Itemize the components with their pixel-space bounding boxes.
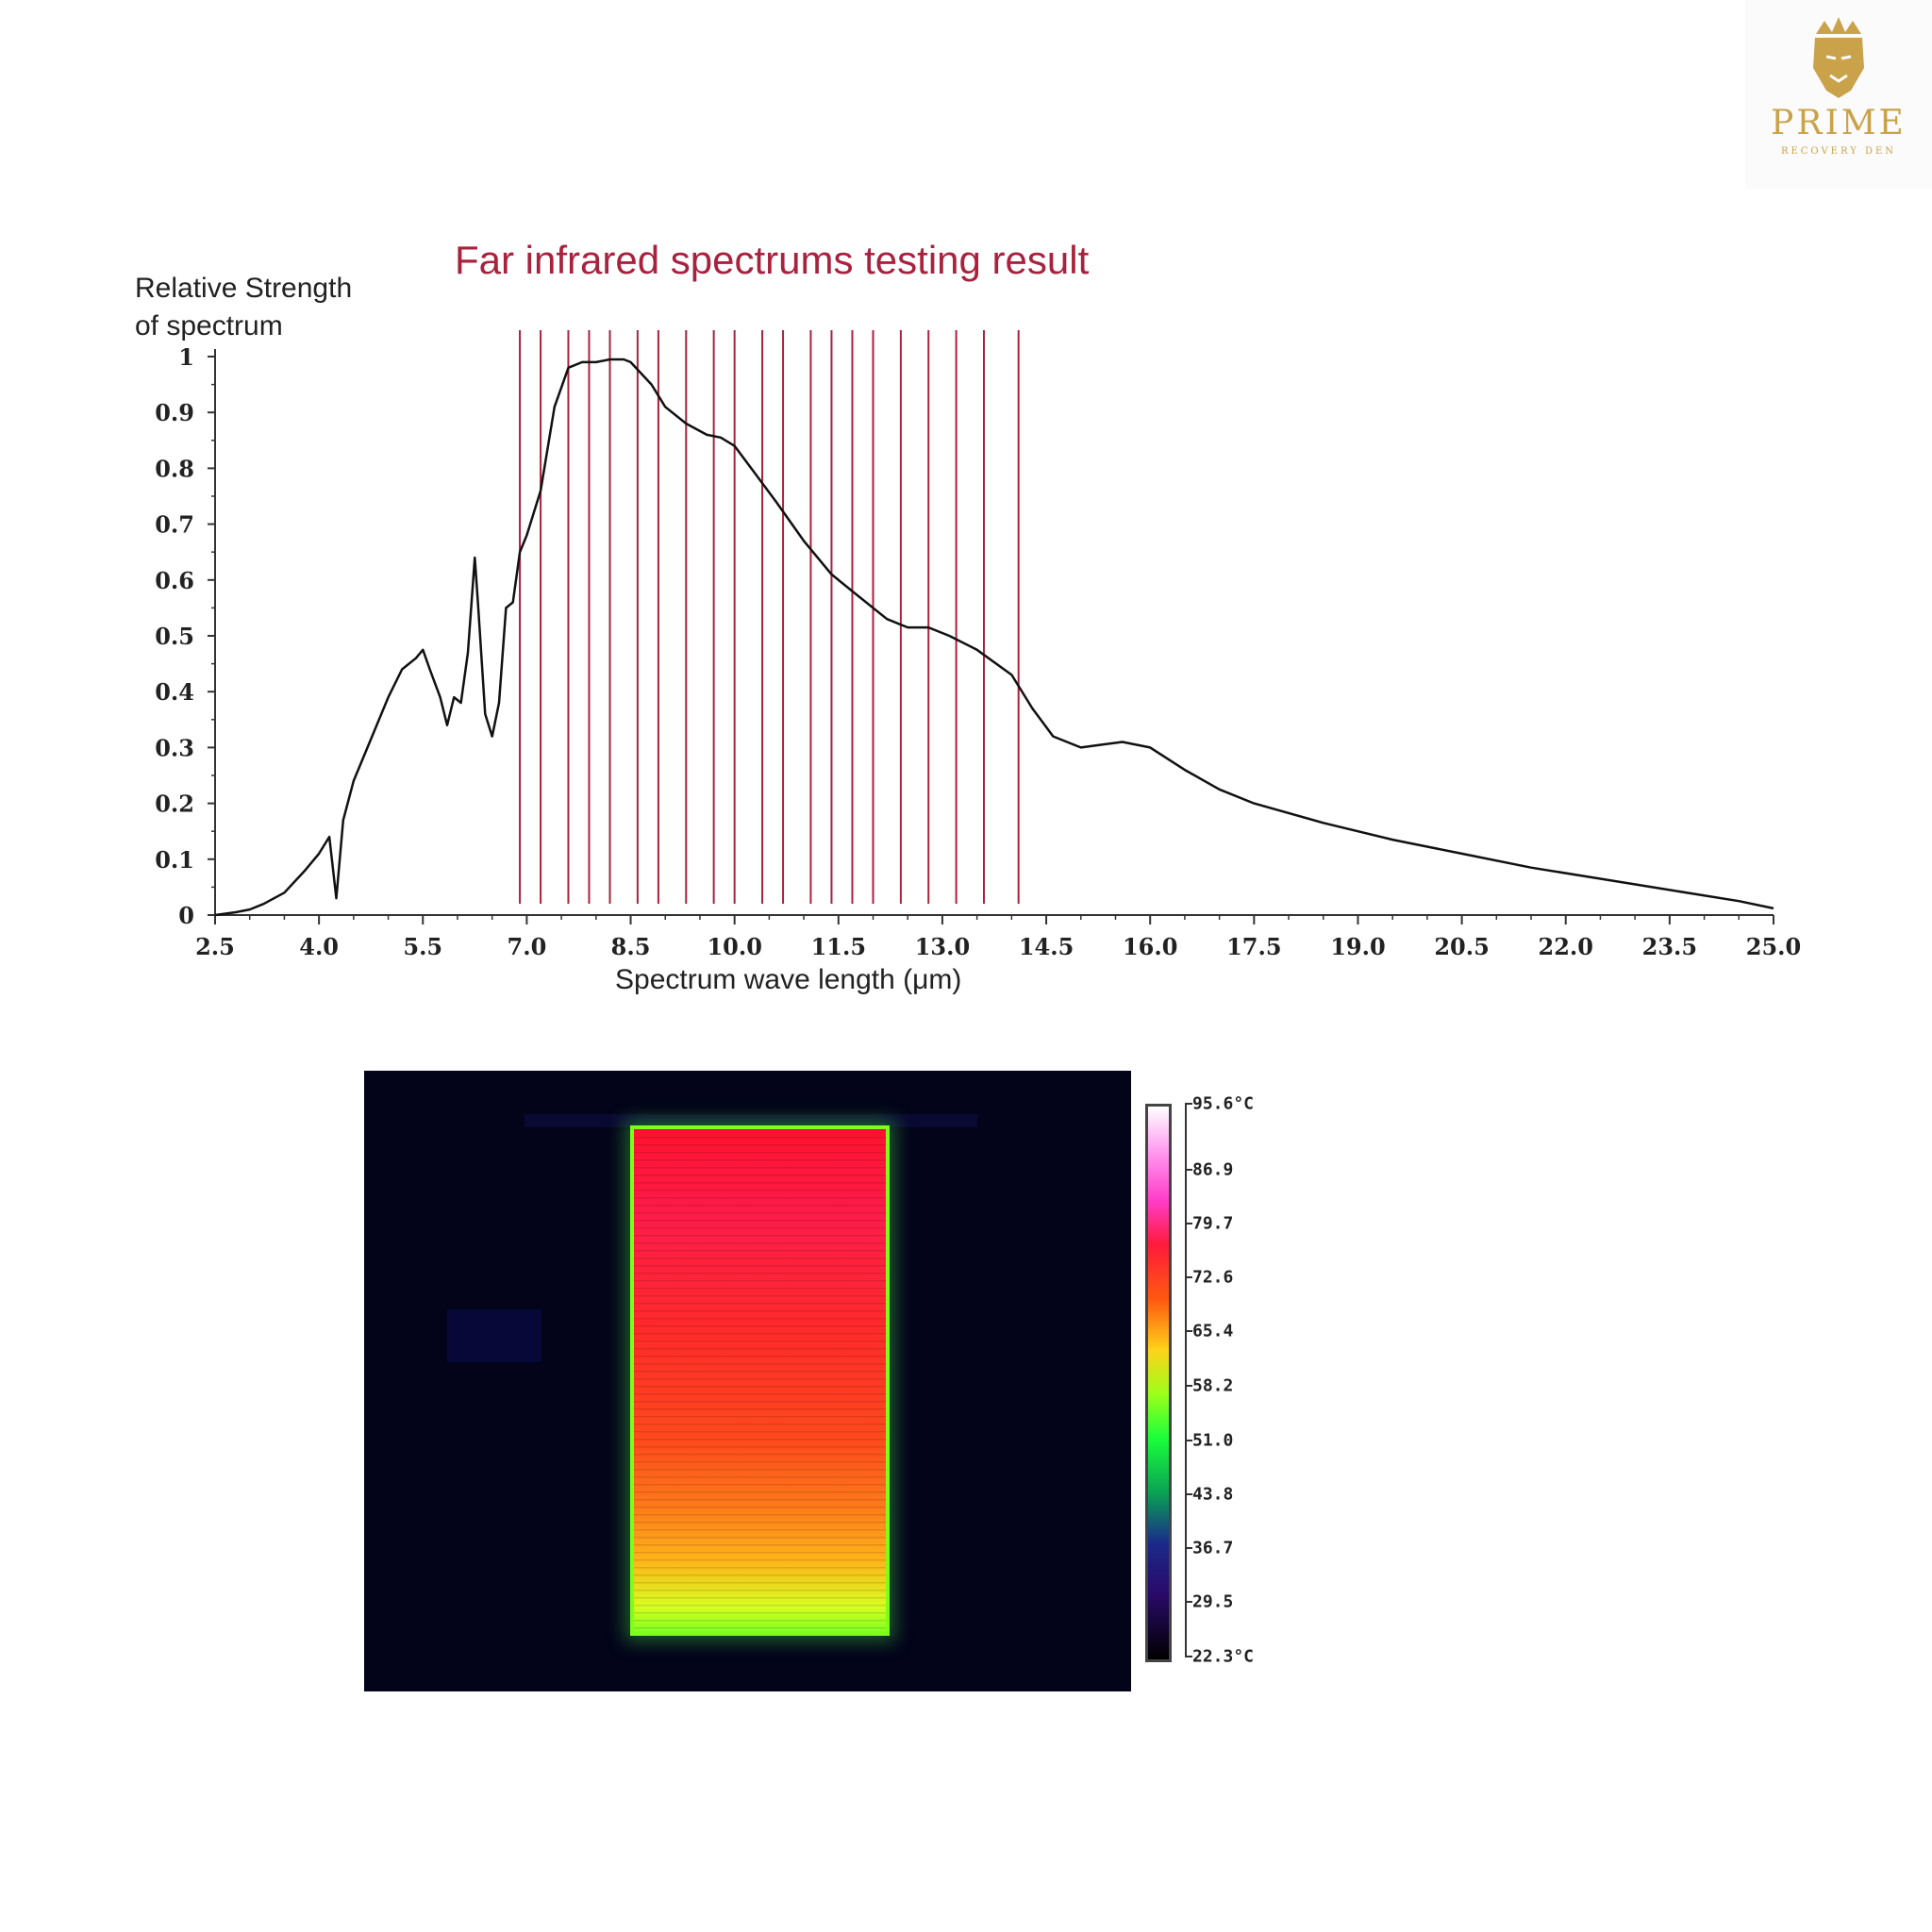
- colorbar-tick-label: 65.4: [1192, 1321, 1234, 1341]
- y-tick-label: 1: [178, 343, 194, 371]
- colorbar-tick-label: 36.7: [1192, 1538, 1234, 1558]
- thermal-background-shadow: [447, 1309, 541, 1362]
- colorbar-tick: [1185, 1439, 1192, 1441]
- colorbar-tick-label: 51.0: [1192, 1430, 1234, 1451]
- colorbar-tick: [1185, 1168, 1192, 1171]
- y-tick-label: 0: [178, 902, 194, 929]
- x-tick-label: 13.0: [915, 933, 970, 960]
- colorbar-tick: [1185, 1656, 1192, 1657]
- chart-title: Far infrared spectrums testing result: [455, 238, 1090, 282]
- x-tick-label: 7.0: [508, 933, 547, 960]
- colorbar-tick-label: 95.6°C: [1192, 1093, 1255, 1114]
- spectrum-line: [214, 358, 1774, 917]
- y-tick-label: 0.4: [155, 678, 194, 706]
- colorbar-tick: [1185, 1223, 1192, 1225]
- y-tick-label: 0.1: [155, 846, 194, 874]
- spectrum-chart: 0 0.1 0.2 0.3 0.4 0.5 0.6 0.7 0.8 0.9 1 2.5 4.0 5.5 7.…: [155, 330, 1801, 960]
- heated-panel: [630, 1125, 890, 1636]
- temperature-colorbar: [1145, 1104, 1172, 1662]
- x-tick-label: 22.0: [1539, 933, 1593, 960]
- x-tick-label: 4.0: [299, 933, 339, 960]
- colorbar-tick-label: 22.3°C: [1192, 1646, 1255, 1667]
- y-axis-label: Relative Strength of spectrum: [135, 270, 418, 345]
- x-tick-label: 2.5: [195, 933, 235, 960]
- y-tick-label: 0.5: [155, 623, 194, 650]
- y-axis-label-line-2: of spectrum: [135, 310, 283, 341]
- y-tick-label: 0.8: [155, 455, 194, 482]
- colorbar-tick-label: 79.7: [1192, 1213, 1234, 1234]
- x-tick-label: 14.5: [1019, 933, 1074, 960]
- x-tick-label: 17.5: [1226, 933, 1281, 960]
- y-tick-label: 0.2: [155, 791, 194, 818]
- colorbar-tick: [1185, 1493, 1192, 1496]
- x-tick-label: 16.0: [1123, 933, 1177, 960]
- y-tick-label: 0.6: [155, 567, 194, 594]
- y-tick-label: 0.9: [155, 399, 194, 426]
- logo-word: PRIME: [1771, 104, 1907, 142]
- x-tick-label: 5.5: [403, 933, 442, 960]
- x-tick-label: 19.0: [1330, 933, 1385, 960]
- thermal-background-shadow: [525, 1114, 977, 1127]
- colorbar-tick: [1185, 1601, 1192, 1604]
- x-tick-label: 25.0: [1746, 933, 1801, 960]
- y-tick-label: 0.7: [155, 511, 194, 539]
- colorbar-tick: [1185, 1103, 1192, 1105]
- logo-subtitle: RECOVERY DEN: [1780, 146, 1897, 157]
- colorbar-tick-label: 72.6: [1192, 1267, 1234, 1288]
- colorbar-axis: [1185, 1104, 1187, 1657]
- colorbar-tick: [1185, 1384, 1192, 1387]
- y-tick-label: 0.3: [155, 734, 194, 761]
- x-tick-label: 10.0: [707, 933, 761, 960]
- colorbar-tick-label: 43.8: [1192, 1484, 1234, 1505]
- x-axis-label: Spectrum wave length (μm): [615, 964, 962, 995]
- thermal-image: [364, 1071, 1131, 1691]
- crowned-lion-icon: [1813, 17, 1864, 98]
- colorbar-tick: [1185, 1546, 1192, 1549]
- x-tick-label: 23.5: [1642, 933, 1697, 960]
- x-tick-label: 11.5: [811, 933, 866, 960]
- colorbar-tick: [1185, 1330, 1192, 1333]
- colorbar-tick-label: 86.9: [1192, 1159, 1234, 1180]
- y-axis-label-line-1: Relative Strength: [135, 273, 353, 304]
- x-tick-label: 20.5: [1434, 933, 1489, 960]
- colorbar-tick-label: 58.2: [1192, 1375, 1234, 1396]
- brand-logo: PRIME RECOVERY DEN: [1745, 0, 1932, 189]
- x-tick-label: 8.5: [611, 933, 651, 960]
- colorbar-tick: [1185, 1275, 1192, 1278]
- colorbar-tick-label: 29.5: [1192, 1591, 1234, 1612]
